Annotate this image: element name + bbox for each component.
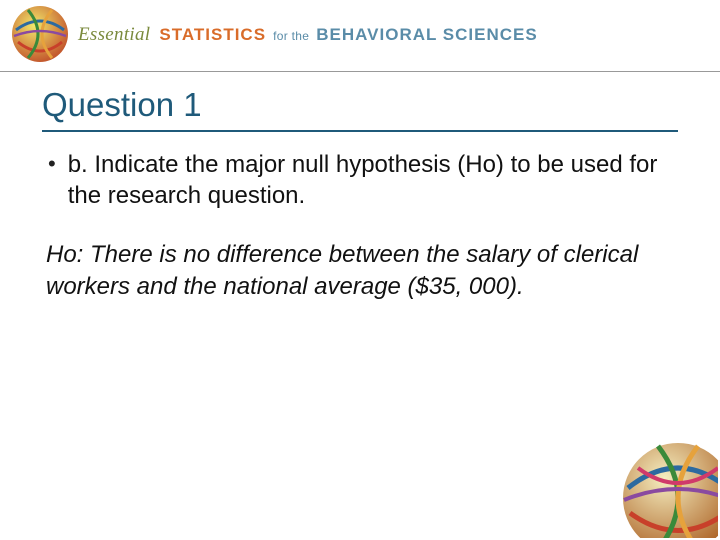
brand-for: for the xyxy=(273,29,309,43)
brand-essential: Essential xyxy=(78,24,150,45)
bullet-marker: • xyxy=(48,150,56,211)
rubber-band-ball-icon xyxy=(8,2,72,66)
brand-stats: STATISTICS xyxy=(159,25,266,44)
brand-behav: BEHAVIORAL SCIENCES xyxy=(316,25,537,44)
bullet-text: b. Indicate the major null hypothesis (H… xyxy=(68,150,678,211)
bullet-item: • b. Indicate the major null hypothesis … xyxy=(42,150,678,211)
corner-rubber-band-ball-icon xyxy=(608,428,718,538)
brand-text: Essential STATISTICS for the BEHAVIORAL … xyxy=(78,24,538,46)
slide-content: Question 1 • b. Indicate the major null … xyxy=(0,72,720,302)
answer-text: Ho: There is no difference between the s… xyxy=(46,239,678,301)
slide-title: Question 1 xyxy=(42,86,678,132)
slide-header: Essential STATISTICS for the BEHAVIORAL … xyxy=(0,0,720,72)
